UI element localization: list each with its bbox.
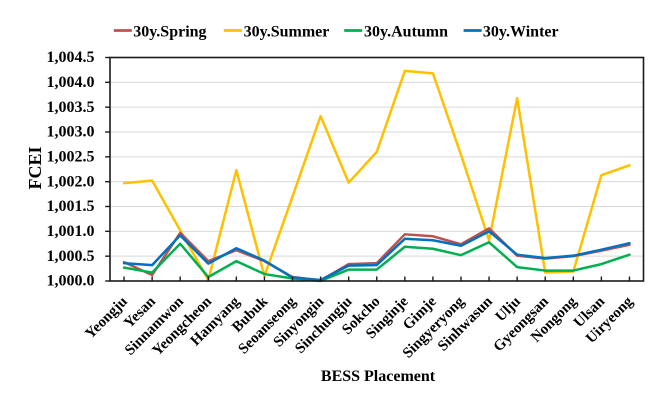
svg-text:1,000.0: 1,000.0 xyxy=(47,273,95,290)
svg-text:30y.Winter: 30y.Winter xyxy=(483,24,559,41)
svg-text:30y.Summer: 30y.Summer xyxy=(244,24,330,41)
svg-text:1,000.5: 1,000.5 xyxy=(47,248,95,265)
svg-text:1,003.5: 1,003.5 xyxy=(47,99,95,116)
svg-text:1,001.0: 1,001.0 xyxy=(47,223,95,240)
svg-text:1,002.5: 1,002.5 xyxy=(47,149,95,166)
svg-text:30y.Autumn: 30y.Autumn xyxy=(364,24,448,41)
svg-text:FCEI: FCEI xyxy=(25,146,45,189)
svg-text:BESS Placement: BESS Placement xyxy=(321,368,436,385)
svg-text:1,004.0: 1,004.0 xyxy=(47,74,95,91)
svg-text:1,002.0: 1,002.0 xyxy=(47,173,95,190)
svg-text:1,001.5: 1,001.5 xyxy=(47,198,95,215)
svg-text:1,003.0: 1,003.0 xyxy=(47,124,95,141)
svg-text:30y.Spring: 30y.Spring xyxy=(133,24,206,41)
svg-text:1,004.5: 1,004.5 xyxy=(47,49,95,66)
